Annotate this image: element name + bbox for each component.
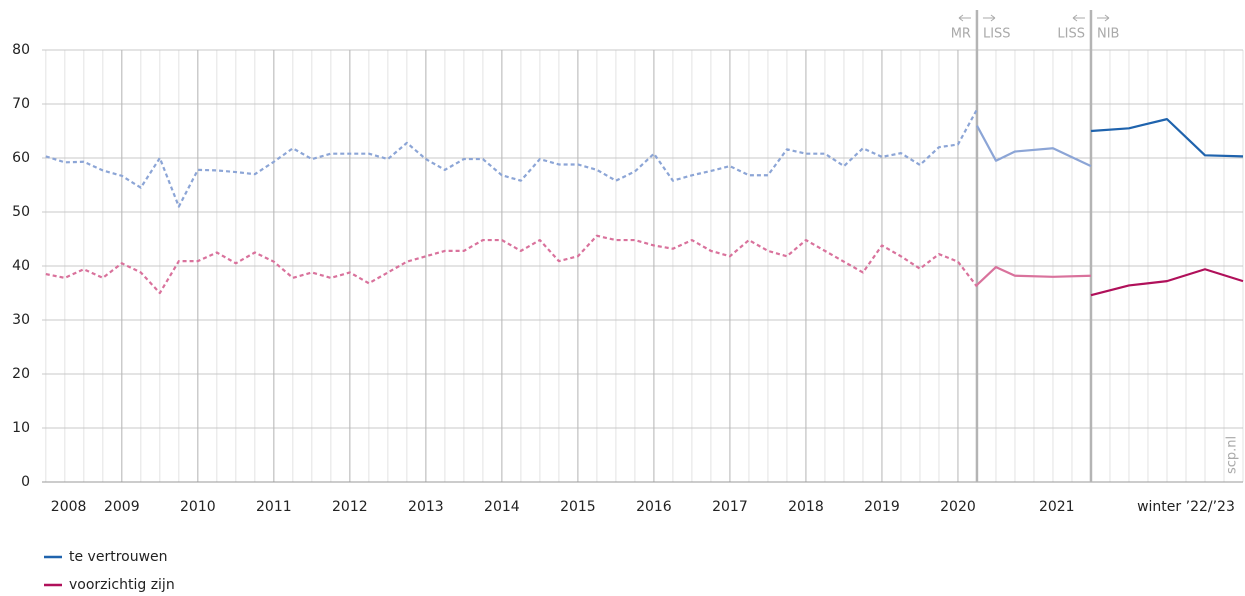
x-tick-label: 2008 — [51, 499, 87, 515]
x-tick-label: 2010 — [180, 499, 216, 515]
x-tick-label: 2018 — [788, 499, 824, 515]
x-tick-label: 2014 — [484, 499, 520, 515]
y-tick-label: 20 — [12, 366, 30, 382]
x-tick-label: 2012 — [332, 499, 368, 515]
y-tick-label: 70 — [12, 96, 30, 112]
arrow-right — [982, 14, 996, 22]
y-tick-label: 60 — [12, 150, 30, 166]
x-tick-label: winter ’22/’23 — [1137, 499, 1235, 515]
x-tick-label: 2017 — [712, 499, 748, 515]
series-line — [976, 265, 1092, 286]
y-tick-label: 30 — [12, 312, 30, 328]
x-tick-label: 2016 — [636, 499, 672, 515]
x-tick-label: 2021 — [1039, 499, 1075, 515]
y-tick-label: 40 — [12, 258, 30, 274]
y-tick-label: 80 — [12, 42, 30, 58]
x-tick-label: 2020 — [940, 499, 976, 515]
method-right: NIB — [1097, 27, 1119, 42]
series-line — [975, 125, 1092, 168]
series-line — [45, 234, 978, 295]
x-tick-label: 2015 — [560, 499, 596, 515]
method-right: LISS — [983, 27, 1011, 42]
arrow-right — [1096, 14, 1110, 22]
series-line — [45, 108, 978, 208]
method-left: MR — [951, 27, 971, 42]
x-tick-label: 2019 — [864, 499, 900, 515]
arrow-left — [1072, 14, 1085, 22]
method-left: LISS — [1057, 27, 1085, 42]
arrow-left — [958, 14, 971, 22]
series-line — [1090, 118, 1244, 158]
x-tick-label: 2011 — [256, 499, 292, 515]
y-tick-label: 0 — [21, 474, 30, 490]
y-tick-label: 10 — [12, 420, 30, 436]
legend-label: voorzichtig zijn — [69, 577, 175, 593]
x-tick-label: 2013 — [408, 499, 444, 515]
source: scp.nl — [1225, 436, 1240, 474]
y-tick-label: 50 — [12, 204, 30, 220]
series-line — [1090, 268, 1244, 297]
x-tick-label: 2009 — [104, 499, 140, 515]
legend-label: te vertrouwen — [69, 549, 168, 565]
